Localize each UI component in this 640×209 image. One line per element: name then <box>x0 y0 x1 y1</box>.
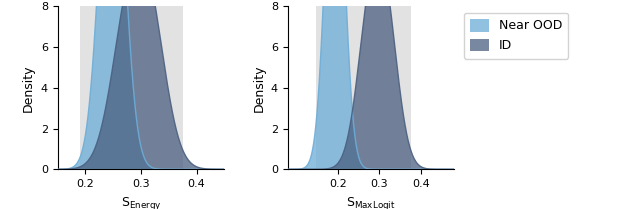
Y-axis label: Density: Density <box>22 64 35 112</box>
X-axis label: $\mathrm{S}_{\mathsf{MaxLogit}}$: $\mathrm{S}_{\mathsf{MaxLogit}}$ <box>346 195 396 209</box>
Y-axis label: Density: Density <box>252 64 265 112</box>
Bar <box>316 6 411 169</box>
X-axis label: $\mathrm{S}_{\mathsf{Energy}}$: $\mathrm{S}_{\mathsf{Energy}}$ <box>121 195 161 209</box>
Bar <box>80 6 182 169</box>
Legend: Near OOD, ID: Near OOD, ID <box>464 13 568 59</box>
